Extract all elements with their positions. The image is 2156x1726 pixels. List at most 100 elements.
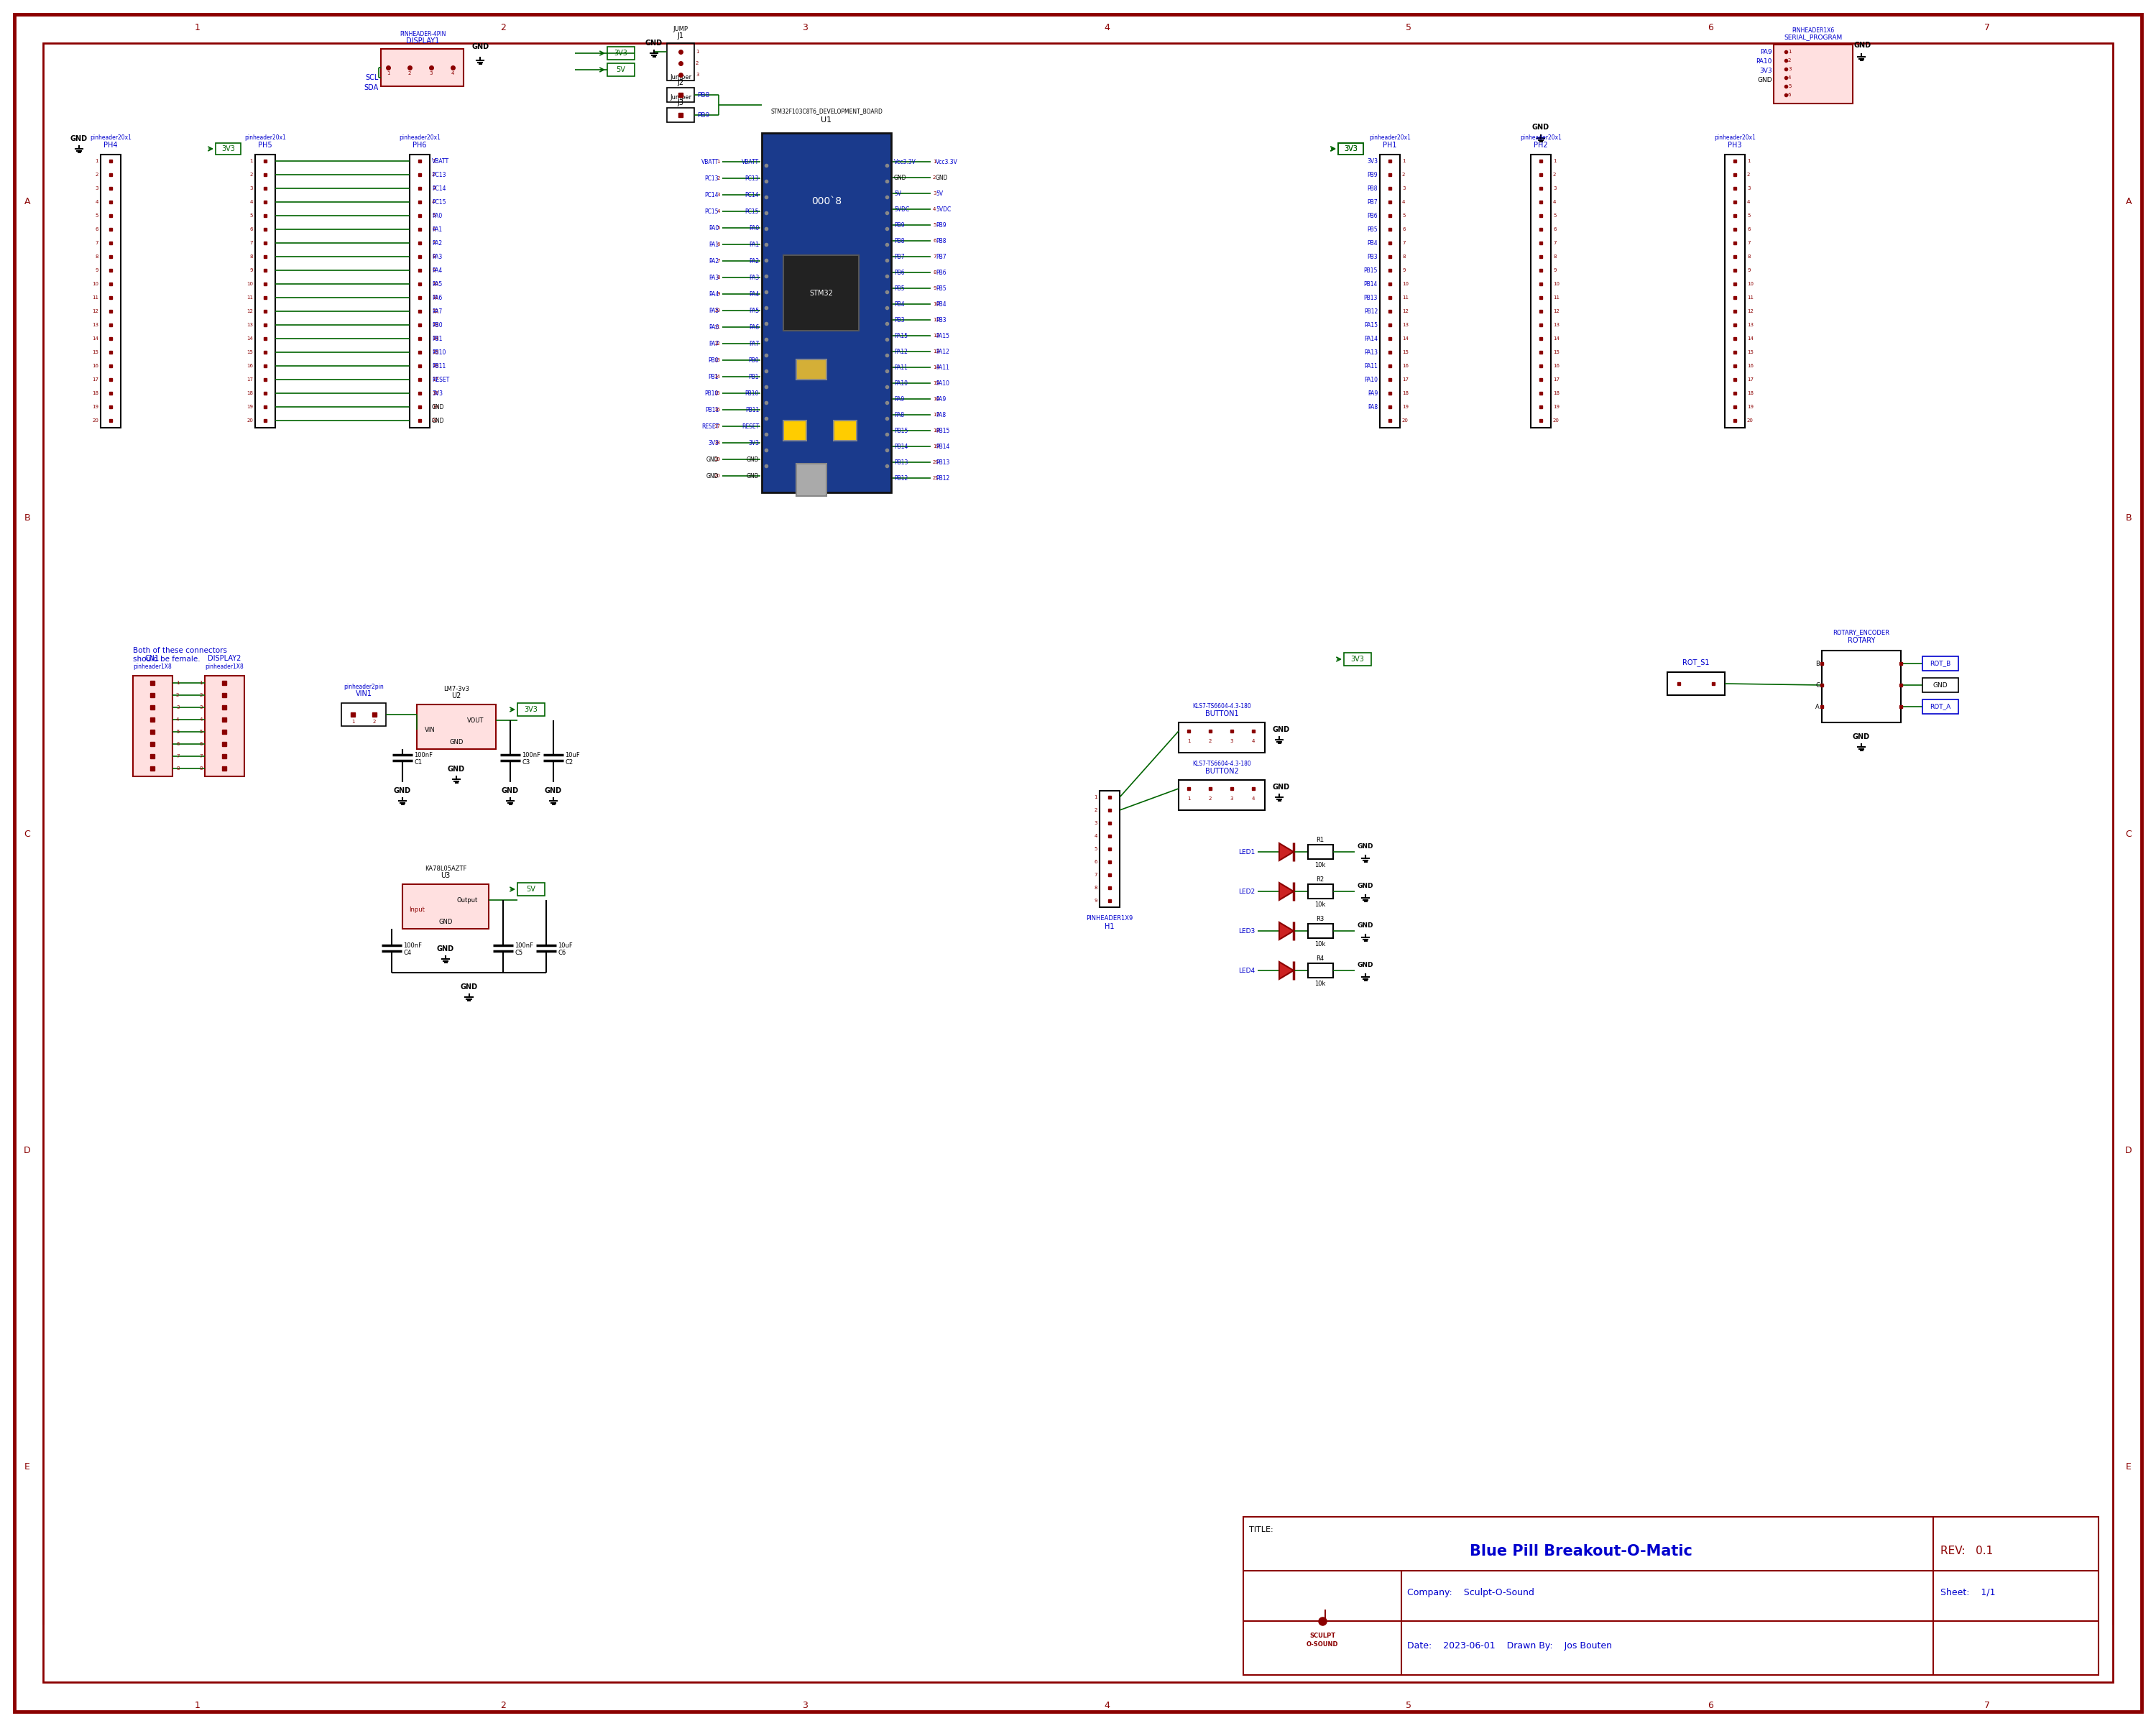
- Text: 19: 19: [1552, 404, 1559, 409]
- Text: 8: 8: [1746, 254, 1751, 259]
- Text: 14: 14: [1746, 337, 1753, 340]
- Text: PC15: PC15: [746, 209, 759, 214]
- Text: SCL: SCL: [367, 74, 379, 81]
- Text: CN1: CN1: [144, 654, 160, 663]
- Text: PH6: PH6: [412, 142, 427, 148]
- Text: RESET: RESET: [431, 376, 448, 383]
- Text: GND: GND: [1757, 76, 1772, 83]
- Text: VOUT: VOUT: [468, 716, 485, 723]
- Text: PA4: PA4: [748, 290, 759, 297]
- Text: PB3: PB3: [1367, 254, 1378, 261]
- Bar: [834, 421, 856, 440]
- Text: 12: 12: [246, 309, 252, 314]
- Text: 17: 17: [1401, 378, 1408, 381]
- Text: 12: 12: [93, 309, 99, 314]
- Text: 5: 5: [177, 730, 179, 734]
- Text: PA8: PA8: [1367, 404, 1378, 411]
- Text: 16: 16: [93, 364, 99, 368]
- Text: 21: 21: [934, 476, 940, 480]
- Text: PA6: PA6: [431, 295, 442, 300]
- Bar: [1923, 656, 1958, 671]
- Text: TITLE:: TITLE:: [1248, 1526, 1274, 1533]
- Text: PA4: PA4: [709, 290, 718, 297]
- Text: PA5: PA5: [748, 307, 759, 314]
- Text: 6: 6: [1787, 93, 1792, 97]
- Text: LED1: LED1: [1238, 849, 1255, 854]
- Text: 2: 2: [1210, 796, 1212, 801]
- Bar: [101, 155, 121, 428]
- Text: PB9: PB9: [936, 221, 946, 228]
- Text: GND: GND: [448, 766, 466, 773]
- Bar: [517, 702, 545, 716]
- Text: PB12: PB12: [1365, 307, 1378, 314]
- Text: 13: 13: [93, 323, 99, 328]
- Text: 4: 4: [1104, 1700, 1110, 1710]
- Text: 2: 2: [1401, 173, 1406, 176]
- Text: Date:    2023-06-01    Drawn By:    Jos Bouten: Date: 2023-06-01 Drawn By: Jos Bouten: [1408, 1641, 1613, 1650]
- Text: 18: 18: [1552, 392, 1559, 395]
- Text: PB0: PB0: [748, 357, 759, 364]
- Text: GND: GND: [1356, 922, 1373, 929]
- Text: DISPLAY2: DISPLAY2: [207, 654, 241, 663]
- Text: E: E: [24, 1462, 30, 1471]
- Bar: [216, 143, 241, 155]
- Text: GND: GND: [1272, 727, 1289, 734]
- Text: 9: 9: [431, 268, 436, 273]
- Text: PB13: PB13: [1365, 295, 1378, 300]
- Text: U2: U2: [451, 692, 461, 699]
- Text: 11: 11: [1746, 295, 1753, 300]
- Text: PA9: PA9: [895, 395, 903, 402]
- Text: PB12: PB12: [895, 475, 908, 482]
- Text: R2: R2: [1315, 875, 1324, 882]
- Text: 10uF: 10uF: [558, 942, 573, 949]
- Text: 9: 9: [716, 292, 720, 297]
- Text: 5V: 5V: [617, 66, 625, 72]
- Text: REV:   0.1: REV: 0.1: [1940, 1546, 1992, 1557]
- Text: 15: 15: [1401, 350, 1408, 354]
- Text: 5: 5: [250, 214, 252, 217]
- Text: 7: 7: [1095, 873, 1097, 877]
- Bar: [254, 155, 276, 428]
- Text: GND: GND: [431, 404, 444, 411]
- Text: 18: 18: [934, 428, 940, 433]
- Text: PA8: PA8: [895, 411, 903, 418]
- Text: 9: 9: [250, 268, 252, 273]
- Text: 1: 1: [1401, 159, 1406, 164]
- Bar: [796, 359, 826, 380]
- Text: KLS7-TS6604-4.3-180: KLS7-TS6604-4.3-180: [1192, 702, 1250, 709]
- Text: 4: 4: [1253, 796, 1255, 801]
- Text: GND: GND: [431, 418, 444, 425]
- Text: RESET: RESET: [701, 423, 718, 430]
- Bar: [416, 704, 496, 749]
- Text: GND: GND: [1356, 961, 1373, 968]
- Text: 3: 3: [429, 71, 433, 76]
- Text: 11: 11: [1401, 295, 1408, 300]
- Text: 5V: 5V: [895, 190, 901, 197]
- Bar: [341, 702, 386, 727]
- Bar: [608, 47, 634, 60]
- Text: 11: 11: [934, 318, 940, 323]
- Text: PINHEADER1X9: PINHEADER1X9: [1087, 915, 1134, 922]
- Text: 100nF: 100nF: [403, 942, 423, 949]
- Bar: [783, 421, 806, 440]
- Bar: [1244, 1517, 2098, 1674]
- Text: C2: C2: [565, 759, 573, 765]
- Text: STM32F103C8T6_DEVELOPMENT_BOARD: STM32F103C8T6_DEVELOPMENT_BOARD: [770, 109, 882, 114]
- Text: 6: 6: [1708, 1700, 1714, 1710]
- Text: 7: 7: [1401, 242, 1406, 245]
- Text: 6: 6: [250, 228, 252, 231]
- Text: 5: 5: [1401, 214, 1406, 217]
- Text: 15: 15: [934, 381, 940, 385]
- Text: PA3: PA3: [709, 274, 718, 281]
- Polygon shape: [1279, 961, 1294, 979]
- Text: 10k: 10k: [1315, 980, 1326, 987]
- Text: PA2: PA2: [431, 240, 442, 247]
- Text: 6: 6: [95, 228, 99, 231]
- Text: PA11: PA11: [936, 364, 949, 371]
- Text: 20: 20: [1746, 418, 1753, 423]
- Text: PINHEADER-4PIN: PINHEADER-4PIN: [399, 31, 446, 36]
- Text: PB9: PB9: [696, 112, 709, 119]
- Text: 9: 9: [1095, 899, 1097, 903]
- Bar: [403, 884, 489, 929]
- Text: 2: 2: [1746, 173, 1751, 176]
